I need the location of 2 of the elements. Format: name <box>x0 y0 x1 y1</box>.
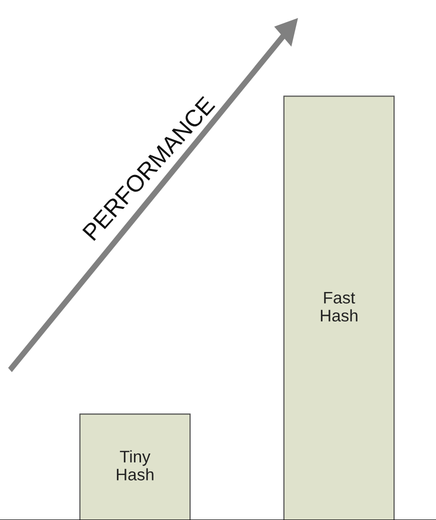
x-tick-label: Tiny Hash <box>116 450 154 480</box>
x-tick-label: Fast Hash <box>320 292 358 322</box>
